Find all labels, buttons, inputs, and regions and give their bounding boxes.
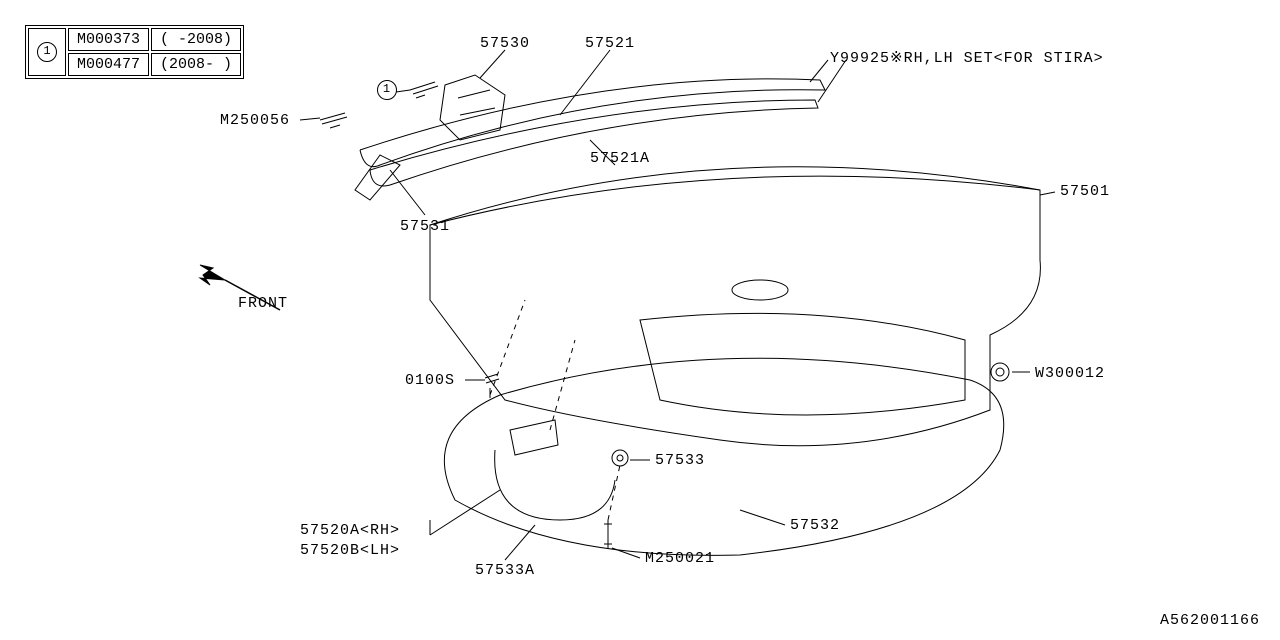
label-57521: 57521 <box>585 35 635 52</box>
diagram-id: A562001166 <box>1160 612 1260 629</box>
note-cell: ( -2008) <box>151 28 241 51</box>
label-idx1: 1 <box>377 80 397 100</box>
label-front: FRONT <box>238 295 288 312</box>
label-m250021: M250021 <box>645 550 715 567</box>
label-y99925: Y99925※RH,LH SET<FOR STIRA> <box>830 48 1104 67</box>
label-57532: 57532 <box>790 517 840 534</box>
label-57533: 57533 <box>655 452 705 469</box>
label-57533a: 57533A <box>475 562 535 579</box>
label-57521a: 57521A <box>590 150 650 167</box>
label-0100s: 0100S <box>405 372 455 389</box>
code-cell: M000373 <box>68 28 149 51</box>
label-57501: 57501 <box>1060 183 1110 200</box>
label-57520a: 57520A<RH> <box>300 522 400 539</box>
code-cell: M000477 <box>68 53 149 76</box>
note-cell: (2008- ) <box>151 53 241 76</box>
label-57531: 57531 <box>400 218 450 235</box>
label-m250056: M250056 <box>220 112 290 129</box>
label-57520b: 57520B<LH> <box>300 542 400 559</box>
label-w300012: W300012 <box>1035 365 1105 382</box>
label-57530: 57530 <box>480 35 530 52</box>
part-table: 1 M000373 ( -2008) M000477 (2008- ) <box>25 25 244 79</box>
exploded-diagram <box>0 0 1280 640</box>
index-circle: 1 <box>37 42 57 62</box>
